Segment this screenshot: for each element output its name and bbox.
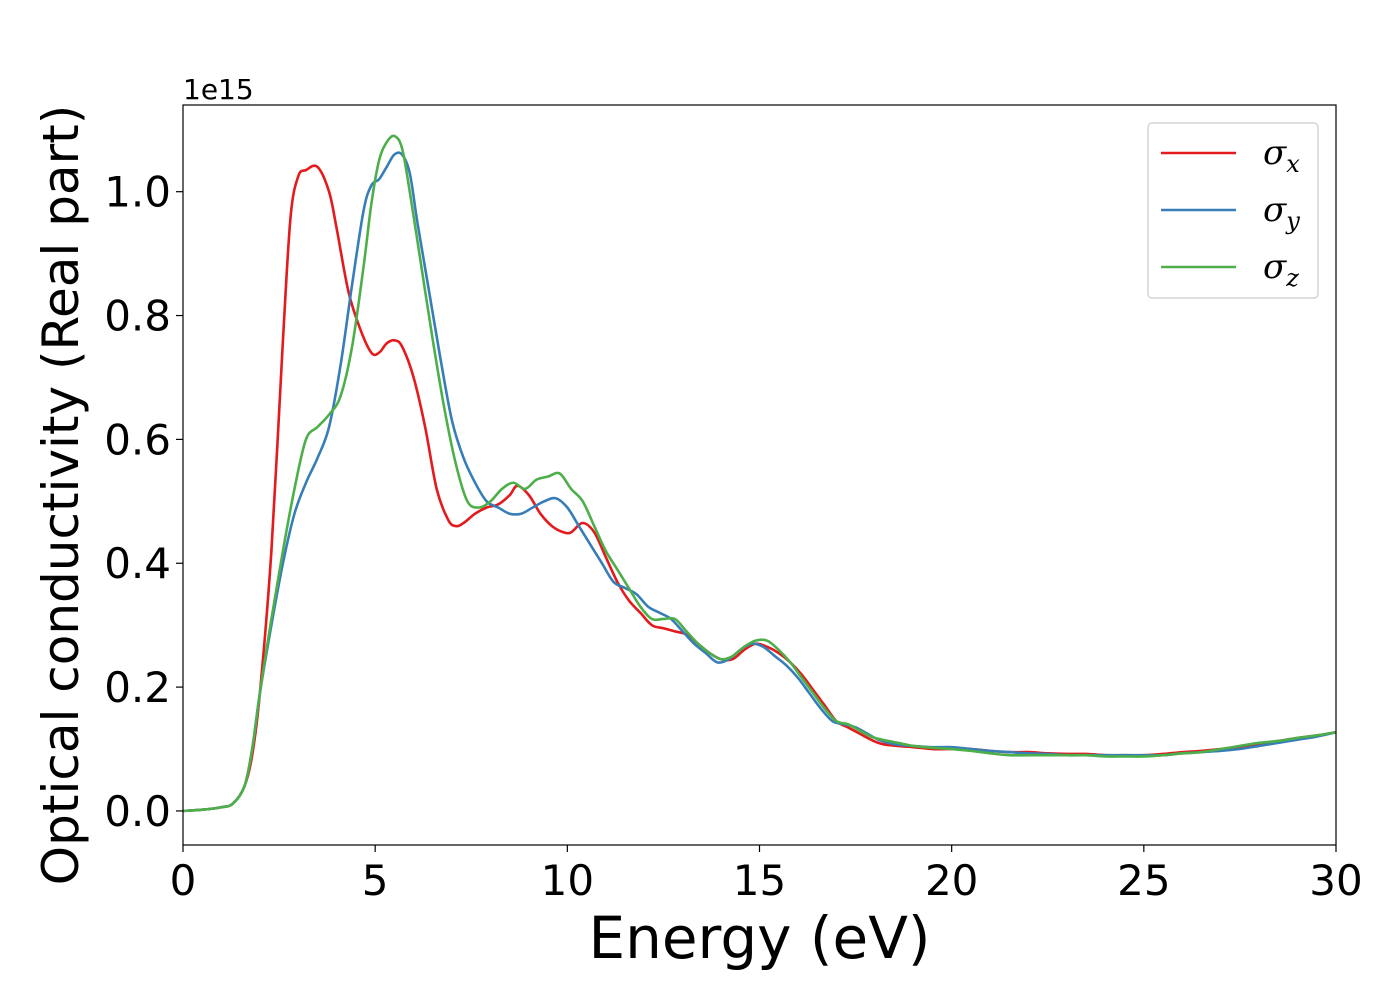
legend-label-z: σz [1263, 247, 1299, 292]
x-tick-label: 10 [541, 856, 594, 905]
legend: σx σy σz [1147, 122, 1319, 299]
y-offset-text: 1e15 [183, 73, 254, 106]
x-tick-label: 20 [925, 856, 978, 905]
x-axis-title: Energy (eV) [588, 904, 930, 972]
y-axis-title: Optical conductivity (Real part) [32, 105, 90, 886]
x-tick-label: 5 [362, 856, 389, 905]
y-axis: 0.0 0.2 0.4 0.6 0.8 1.0 [104, 168, 183, 836]
legend-label-x: σx [1263, 133, 1300, 178]
y-tick-label: 0.2 [104, 663, 171, 712]
series-line-z [183, 134, 1336, 813]
series-lines [183, 134, 1336, 813]
y-tick-label: 0.4 [104, 539, 171, 588]
x-tick-label: 15 [733, 856, 786, 905]
y-tick-label: 1.0 [104, 168, 171, 217]
legend-label-y: σy [1263, 190, 1300, 235]
x-axis: 0 5 10 15 20 25 30 [170, 845, 1363, 905]
x-tick-label: 30 [1309, 856, 1362, 905]
y-tick-label: 0.0 [104, 787, 171, 836]
y-tick-label: 0.6 [104, 415, 171, 464]
x-tick-label: 0 [170, 856, 197, 905]
x-tick-label: 25 [1117, 856, 1170, 905]
y-tick-label: 0.8 [104, 292, 171, 341]
